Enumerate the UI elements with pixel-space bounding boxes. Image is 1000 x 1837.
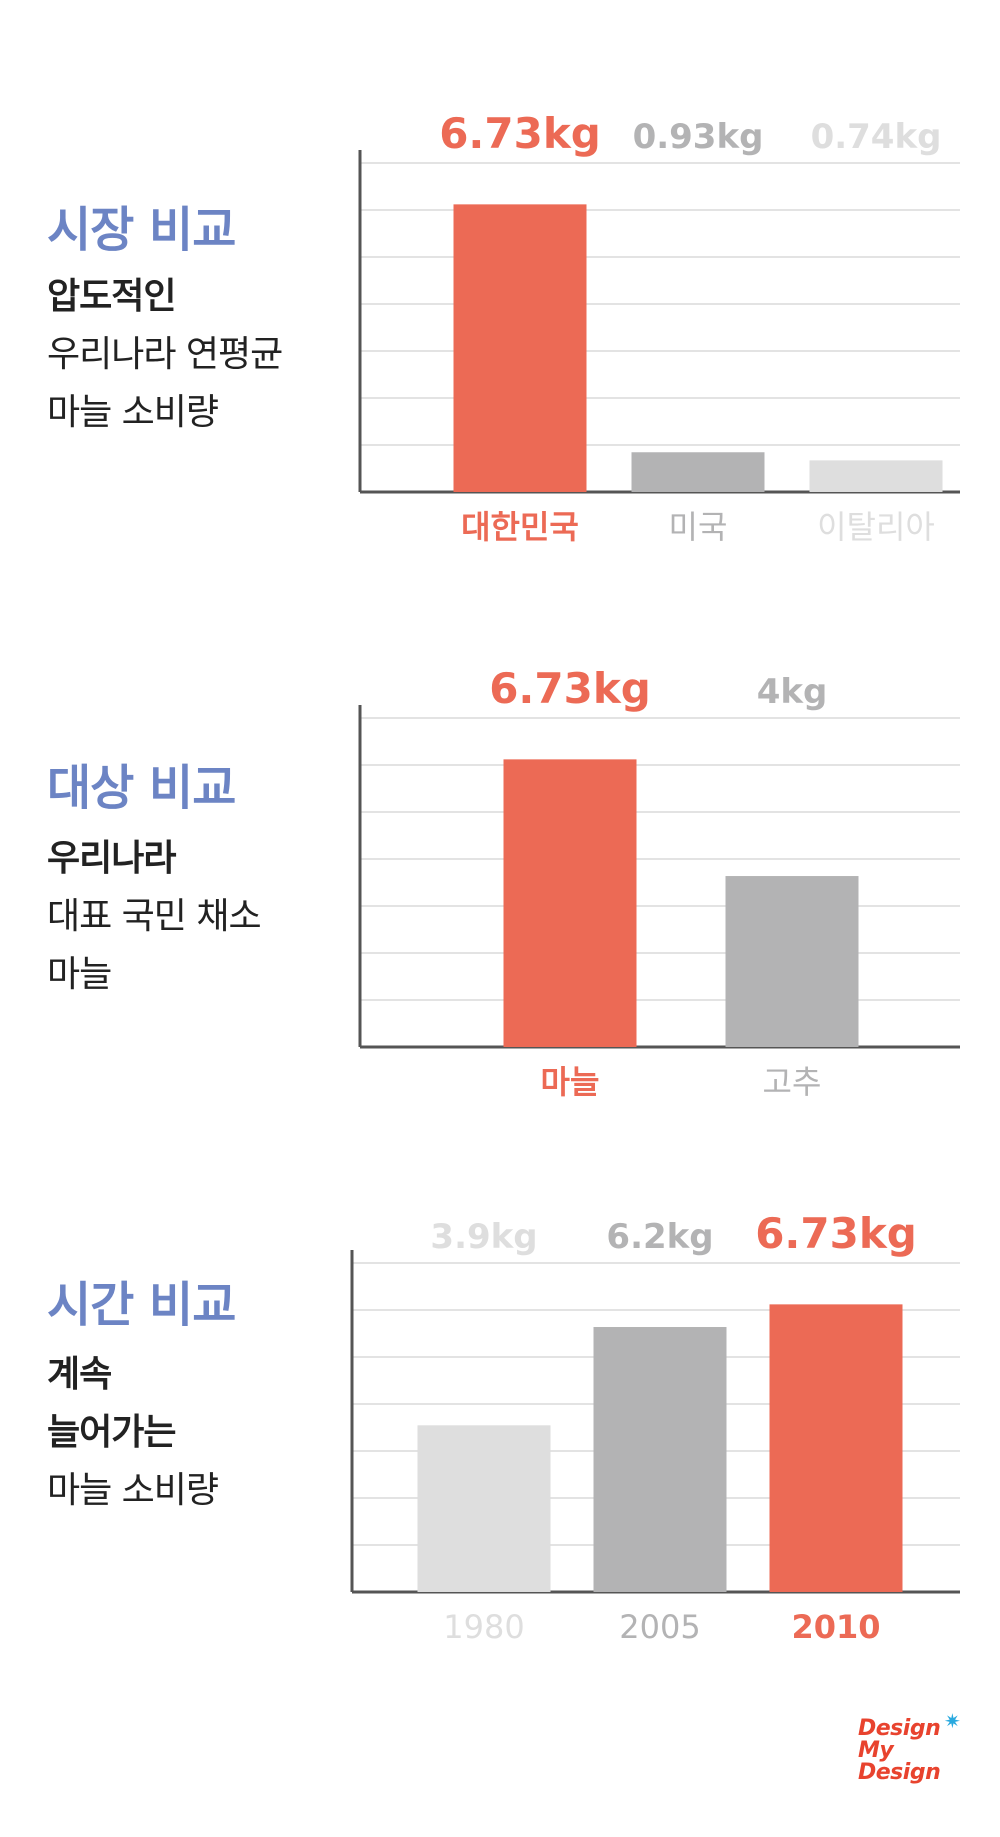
description-line: 마늘 bbox=[47, 954, 112, 995]
bar bbox=[809, 460, 943, 492]
description-line: 늘어가는 bbox=[47, 1412, 176, 1453]
category-label: 1980 bbox=[443, 1608, 524, 1646]
star-icon: ✷ bbox=[944, 1709, 961, 1733]
bar bbox=[725, 876, 859, 1047]
category-label: 2005 bbox=[619, 1608, 700, 1646]
section-description: 우리나라 대표 국민 채소 마늘 bbox=[47, 830, 327, 1004]
data-label: 0.93kg bbox=[633, 117, 764, 157]
description-line: 우리나라 bbox=[47, 838, 176, 879]
bar bbox=[453, 204, 587, 492]
bar bbox=[417, 1425, 551, 1592]
data-label: 0.74kg bbox=[811, 117, 942, 157]
description-line: 계속 bbox=[47, 1354, 112, 1395]
data-label: 6.2kg bbox=[606, 1217, 713, 1257]
description-line: 마늘 소비량 bbox=[47, 1470, 219, 1511]
design-my-design-logo: Design My Design ✷ bbox=[858, 1710, 968, 1785]
bar bbox=[769, 1304, 903, 1592]
category-label: 대한민국 bbox=[461, 508, 579, 546]
market-bar-chart: 6.73kg 대한민국 0.93kg 미국 0.74kg 이탈리아 bbox=[358, 109, 960, 546]
section-description: 압도적인 우리나라 연평균 마늘 소비량 bbox=[47, 268, 327, 442]
time-bar-chart: 3.9kg 1980 6.2kg 2005 6.73kg 2010 bbox=[350, 1209, 960, 1646]
category-label: 마늘 bbox=[541, 1063, 600, 1101]
section-title: 시장 비교 bbox=[47, 202, 236, 258]
category-label: 고추 bbox=[763, 1063, 822, 1101]
description-line: 우리나라 연평균 bbox=[47, 334, 283, 375]
logo-line: Design bbox=[858, 1760, 941, 1785]
data-label: 3.9kg bbox=[430, 1217, 537, 1257]
target-bar-chart: 6.73kg 마늘 4kg 고추 bbox=[358, 664, 960, 1101]
category-label: 미국 bbox=[669, 508, 728, 546]
description-line: 마늘 소비량 bbox=[47, 392, 219, 433]
bar bbox=[631, 452, 765, 492]
bar bbox=[593, 1327, 727, 1592]
section-description: 계속 늘어가는 마늘 소비량 bbox=[47, 1346, 327, 1520]
section-title: 대상 비교 bbox=[47, 760, 236, 816]
section-title: 시간 비교 bbox=[47, 1277, 236, 1333]
category-label: 이탈리아 bbox=[817, 508, 935, 546]
description-line: 압도적인 bbox=[47, 276, 176, 317]
data-label: 6.73kg bbox=[439, 109, 601, 158]
data-label: 6.73kg bbox=[755, 1209, 917, 1258]
bar bbox=[503, 759, 637, 1047]
logo-line: My bbox=[858, 1738, 894, 1763]
description-line: 대표 국민 채소 bbox=[47, 896, 262, 937]
data-label: 4kg bbox=[757, 672, 828, 712]
data-label: 6.73kg bbox=[489, 664, 651, 713]
category-label: 2010 bbox=[791, 1608, 880, 1646]
logo-line: Design bbox=[858, 1716, 941, 1741]
